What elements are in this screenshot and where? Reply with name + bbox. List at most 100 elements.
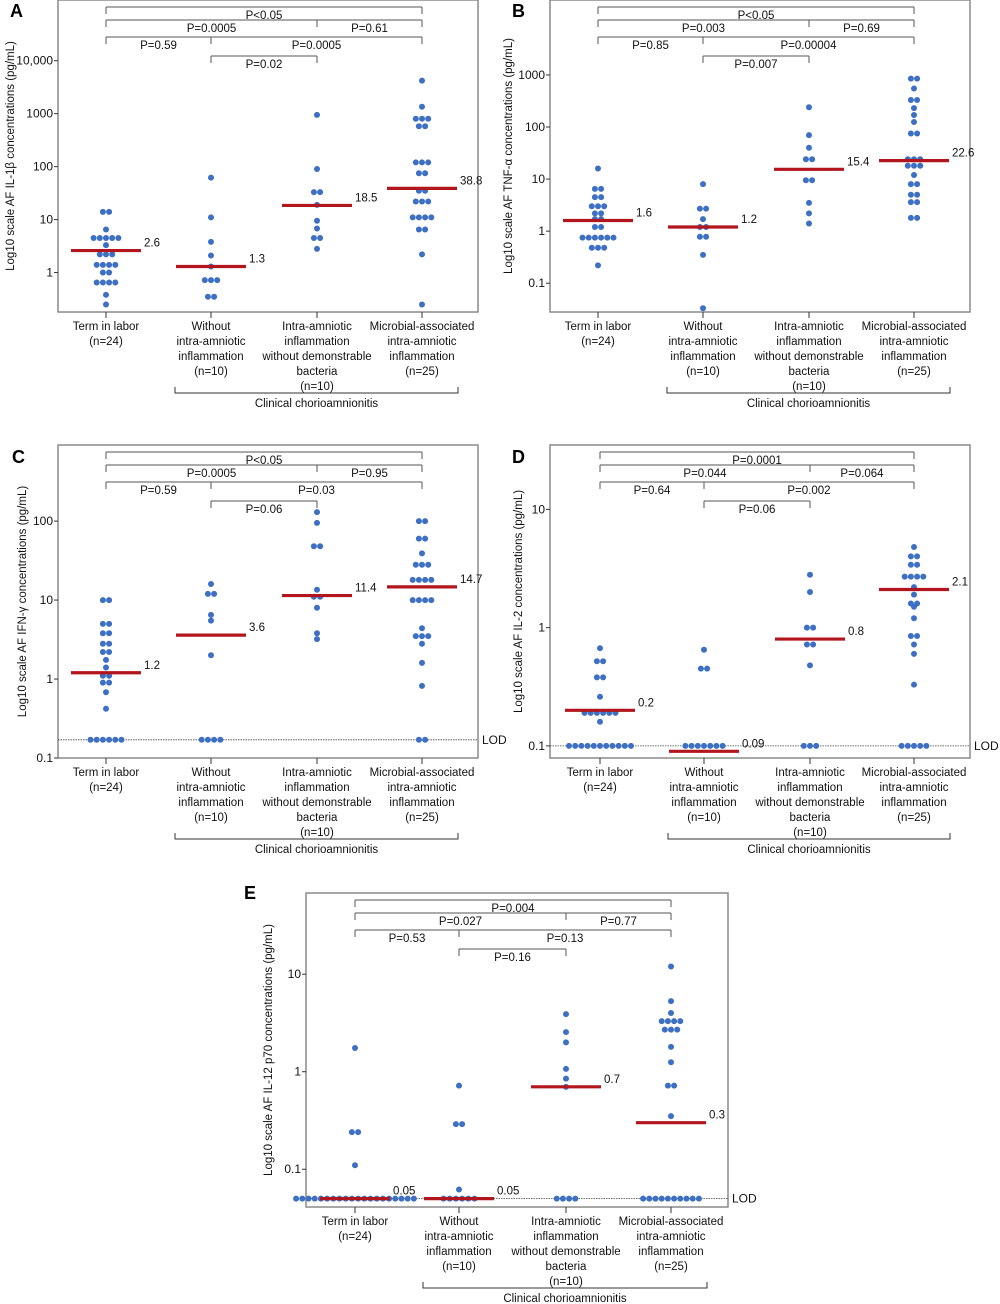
data-point xyxy=(419,633,425,640)
data-point xyxy=(211,736,218,743)
x-group-label: intra-amniotic xyxy=(176,782,245,794)
y-tick-label: 10 xyxy=(532,172,546,186)
median-label: 0.05 xyxy=(393,1186,415,1198)
data-point xyxy=(106,279,113,286)
x-group-label: inflammation xyxy=(881,351,946,363)
panel-letter: C xyxy=(12,447,25,467)
data-point xyxy=(422,576,429,583)
data-point xyxy=(425,115,432,122)
data-point xyxy=(591,210,598,217)
data-point xyxy=(806,104,812,111)
x-group-label: Microbial-associated xyxy=(370,767,475,779)
data-point xyxy=(664,1082,671,1089)
data-point xyxy=(802,177,809,184)
x-group-label: (n=24) xyxy=(338,1231,372,1243)
data-point xyxy=(317,234,324,241)
data-point xyxy=(415,170,422,177)
p-value-label: P=0.64 xyxy=(634,485,671,497)
x-group-label: Intra-amniotic xyxy=(282,321,352,333)
data-point xyxy=(907,75,914,82)
data-point xyxy=(609,742,616,749)
data-point xyxy=(707,742,714,749)
x-group-label: (n=10) xyxy=(687,812,721,824)
data-point xyxy=(809,177,816,184)
data-point xyxy=(425,159,432,166)
data-point xyxy=(208,580,214,587)
x-group-label: Without xyxy=(685,767,725,779)
p-value-label: P=0.0005 xyxy=(292,40,342,52)
data-point xyxy=(99,208,106,215)
data-point xyxy=(419,659,425,666)
data-point xyxy=(688,742,695,749)
data-point xyxy=(198,736,205,743)
y-tick-label: 1 xyxy=(294,1065,301,1079)
data-point xyxy=(701,646,707,653)
data-point xyxy=(807,589,813,596)
data-point xyxy=(422,518,429,525)
data-point xyxy=(911,171,917,178)
x-group-label: inflammation xyxy=(671,797,736,809)
data-point xyxy=(682,742,689,749)
data-point xyxy=(103,301,109,308)
x-group-label: inflammation xyxy=(178,351,243,363)
data-point xyxy=(898,742,905,749)
p-value-label: P=0.06 xyxy=(246,504,283,516)
data-point xyxy=(595,203,601,210)
data-point xyxy=(415,736,422,743)
data-point xyxy=(914,181,921,188)
x-group-label: bacteria xyxy=(790,812,832,824)
y-tick-label: 0.1 xyxy=(284,1162,301,1176)
x-group-label: inflammation xyxy=(389,351,454,363)
data-point xyxy=(419,77,425,84)
median-label: 11.4 xyxy=(355,583,377,595)
data-point xyxy=(419,251,425,258)
data-point xyxy=(579,234,586,241)
data-point xyxy=(412,198,419,205)
data-point xyxy=(719,742,726,749)
data-point xyxy=(310,189,317,196)
y-axis-label: Log10 scale AF IFN-γ concentrations (pg/… xyxy=(17,486,29,718)
p-value-label: P=0.85 xyxy=(632,40,669,52)
data-point xyxy=(106,679,113,686)
y-axis-label: Log10 scale AF IL-12 p70 concentrations … xyxy=(263,924,275,1176)
p-value-label: P=0.06 xyxy=(739,504,776,516)
x-group-label: (n=10) xyxy=(194,366,228,378)
median-label: 1.6 xyxy=(636,208,652,220)
data-point xyxy=(907,130,914,137)
data-point xyxy=(907,561,914,568)
median-label: 0.09 xyxy=(742,738,764,750)
data-point xyxy=(410,1195,417,1202)
data-point xyxy=(456,1082,462,1089)
data-point xyxy=(204,736,211,743)
data-point xyxy=(598,234,605,241)
data-point xyxy=(419,561,425,568)
data-point xyxy=(422,226,429,233)
data-point xyxy=(598,224,605,231)
x-group-label: intra-amniotic xyxy=(176,336,245,348)
p-value-label: P=0.007 xyxy=(734,59,777,71)
data-point xyxy=(917,742,924,749)
data-point xyxy=(671,1082,678,1089)
x-group-label: (n=10) xyxy=(686,366,720,378)
data-point xyxy=(572,742,579,749)
median-label: 1.2 xyxy=(144,660,160,672)
data-point xyxy=(658,1195,665,1202)
data-point xyxy=(911,742,917,749)
x-group-label: inflammation xyxy=(284,336,349,348)
data-point xyxy=(314,586,320,593)
data-point xyxy=(923,742,930,749)
p-value-label: P=0.0005 xyxy=(187,23,237,35)
plot-frame xyxy=(57,444,479,759)
plot-frame xyxy=(305,892,729,1208)
data-point xyxy=(566,1195,573,1202)
data-point xyxy=(907,214,914,221)
data-point xyxy=(704,665,711,672)
data-point xyxy=(103,251,109,258)
data-point xyxy=(621,742,628,749)
data-point xyxy=(595,165,601,172)
x-group-label: without demonstrable xyxy=(261,351,371,363)
data-point xyxy=(412,633,419,640)
data-point xyxy=(422,214,429,221)
panel-letter: B xyxy=(512,1,525,21)
lod-label: LOD xyxy=(482,733,507,747)
